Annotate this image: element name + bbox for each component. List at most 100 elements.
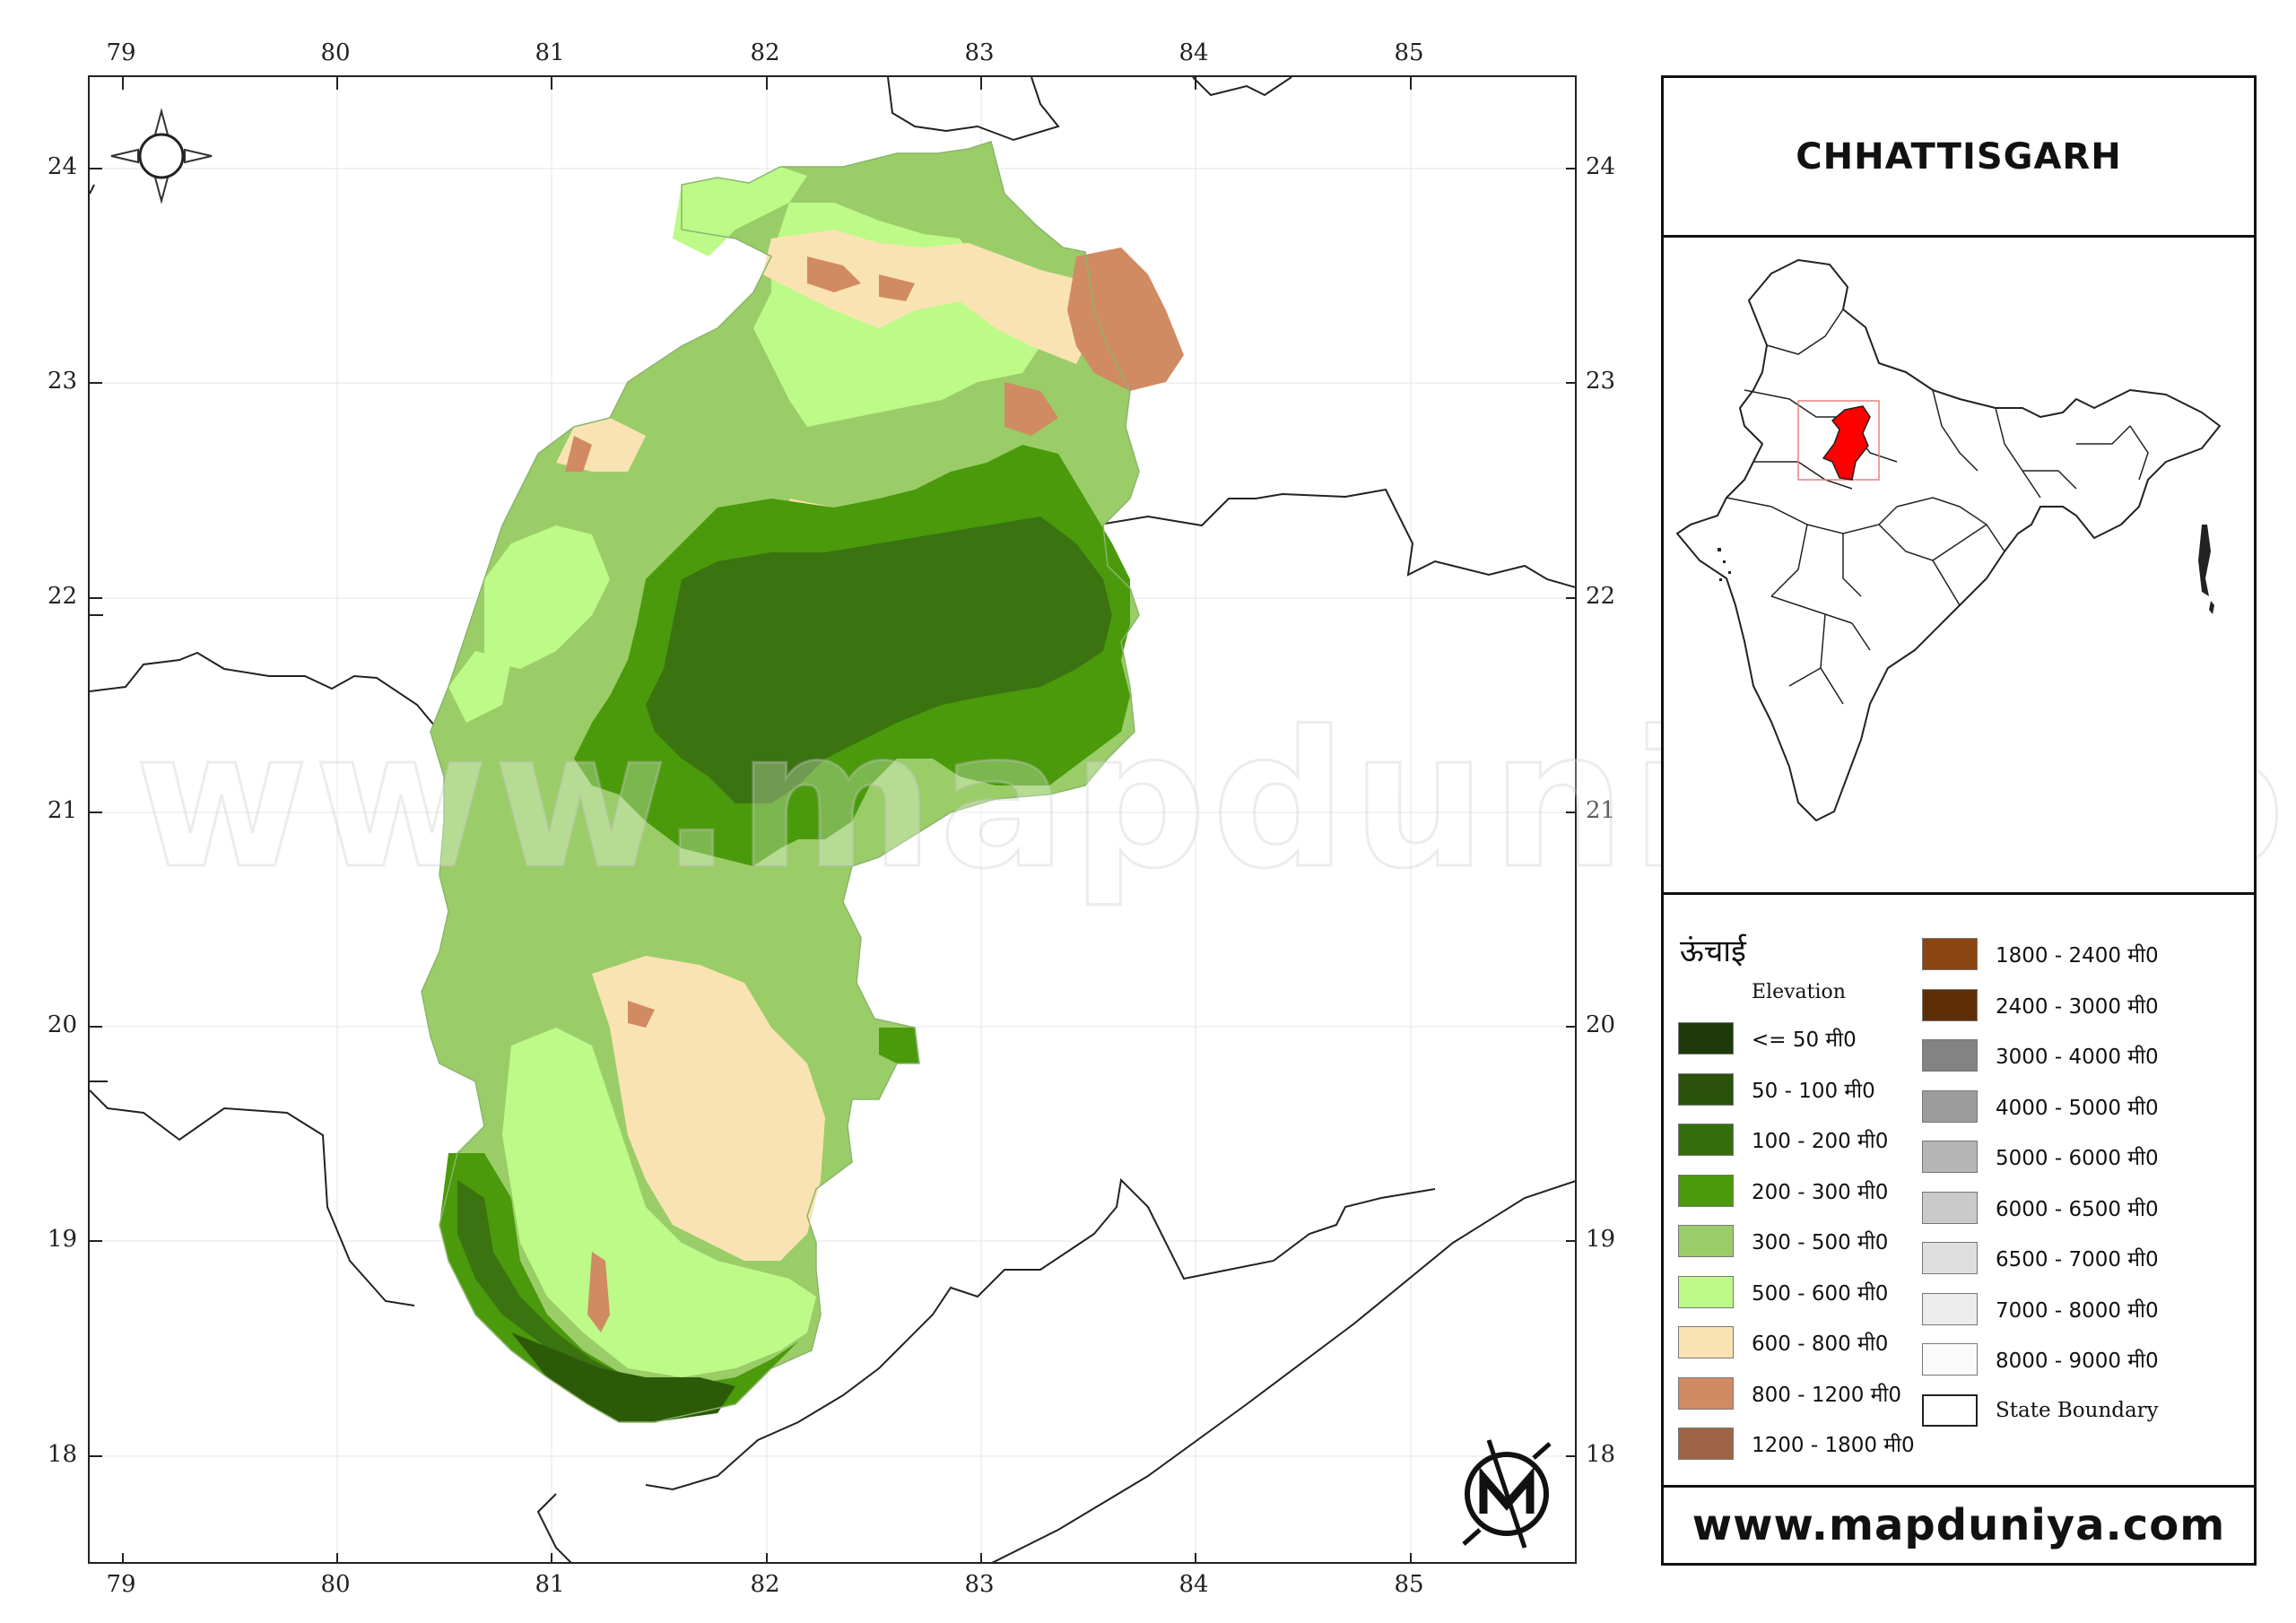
legend-item: 5000 - 6000 मी0 [1922,1139,2159,1175]
latitude-tick-right-20: 20 [1586,1011,1616,1038]
longitude-tick-bottom-84: 84 [1178,1571,1209,1598]
latitude-tick-right-21: 21 [1586,797,1616,824]
elevation-map-svg [90,77,1575,1562]
legend-item: 800 - 1200 मी0 [1678,1376,1901,1411]
legend-label: 2400 - 3000 मी0 [1996,994,2159,1019]
longitude-tick-bottom-85: 85 [1394,1571,1424,1598]
legend-label: State Boundary [1996,1398,2159,1422]
legend-item: 2400 - 3000 मी0 [1922,987,2159,1023]
longitude-tick-top-80: 80 [320,39,351,66]
legend-label: 600 - 800 मी0 [1752,1332,1889,1356]
legend-item: 300 - 500 मी0 [1678,1223,1888,1259]
legend-item: State Boundary [1922,1393,2159,1428]
boundary-mp-north [90,651,467,733]
band-600-800m-south [592,956,825,1261]
legend-item: <= 50 मी0 [1678,1020,1857,1056]
legend-label: 6000 - 6500 मी0 [1996,1197,2159,1221]
legend-swatch [1922,1039,1978,1072]
legend-swatch [1922,1242,1978,1274]
legend-label: 200 - 300 मी0 [1752,1180,1889,1204]
legend-label: 800 - 1200 मी0 [1752,1383,1902,1407]
latitude-tick-right-18: 18 [1586,1441,1616,1468]
latitude-tick-right-23: 23 [1586,368,1616,395]
legend-swatch [1922,1292,1978,1325]
legend-swatch [1678,1275,1734,1308]
band-100-200m-south [457,1180,664,1404]
legend-swatch [1678,1326,1734,1358]
band-100-200m-central [646,516,1112,803]
longitude-tick-top-84: 84 [1178,39,1209,66]
legend-item: 1800 - 2400 मी0 [1922,936,2159,972]
legend-item: 50 - 100 मी0 [1678,1072,1875,1107]
latitude-tick-left-20: 20 [47,1011,77,1038]
legend-swatch [1678,1225,1734,1257]
india-outline [1676,259,2221,821]
legend-label: 1200 - 1800 मी0 [1752,1434,1915,1457]
legend-item: 500 - 600 मी0 [1678,1274,1888,1310]
main-map [88,75,1577,1564]
legend-item: 600 - 800 मी0 [1678,1324,1888,1360]
longitude-tick-top-79: 79 [106,39,136,66]
chhattisgarh-highlight [1822,405,1871,481]
legend-swatch [1922,1191,1978,1224]
longitude-tick-top-85: 85 [1394,39,1424,66]
legend-swatch [1678,1174,1734,1207]
latitude-tick-left-23: 23 [47,368,77,395]
band-500-600m-north [448,167,1040,794]
latitude-tick-right-22: 22 [1586,583,1616,610]
north-arrow-compass-icon [110,108,213,204]
legend-title: ऊंचाई [1680,933,1746,969]
latitude-tick-left-22: 22 [47,583,77,610]
state-outline [421,141,1140,1423]
legend-swatch [1678,1376,1734,1410]
legend-swatch [1678,1072,1734,1106]
legend-swatch [1922,938,1978,970]
legend-item: 100 - 200 मी0 [1678,1122,1888,1158]
boundary-up-north [887,77,1060,142]
longitude-tick-top-83: 83 [964,39,995,66]
legend-label: 6500 - 7000 मी0 [1996,1248,2159,1271]
legend-label: 7000 - 8000 मी0 [1996,1298,2159,1323]
legend-swatch [1922,1393,1978,1427]
legend-swatch [1922,1343,1978,1376]
boundary-edge-marks [90,184,103,616]
band-800-1200m-south [587,1001,655,1332]
boundary-jharkhand-odisha [1004,484,1575,588]
legend-label: 100 - 200 मी0 [1752,1130,1889,1153]
longitude-tick-bottom-79: 79 [106,1571,136,1598]
legend-item: 4000 - 5000 मी0 [1922,1089,2159,1124]
legend-item: 8000 - 9000 मी0 [1922,1341,2159,1377]
legend-item: 7000 - 8000 मी0 [1922,1291,2159,1327]
footer-panel: www.mapduniya.com [1661,1485,2257,1566]
legend-swatch [1922,1089,1978,1123]
longitude-tick-bottom-82: 82 [750,1571,780,1598]
legend-item: 200 - 300 मी0 [1678,1173,1888,1209]
title-panel: CHHATTISGARH [1661,75,2257,238]
legend-item: 1200 - 1800 मी0 [1678,1426,1915,1462]
latitude-tick-left-18: 18 [47,1441,77,1468]
latitude-tick-right-24: 24 [1586,153,1616,180]
legend-label: 50 - 100 मी0 [1752,1079,1875,1103]
legend-label: 5000 - 6000 मी0 [1996,1147,2159,1170]
legend-swatch [1922,988,1978,1021]
legend-swatch [1678,1022,1734,1055]
legend-label: 3000 - 4000 मी0 [1996,1046,2159,1069]
legend-item: 6000 - 6500 मी0 [1922,1190,2159,1226]
longitude-tick-bottom-81: 81 [535,1571,565,1598]
legend-swatch [1678,1124,1734,1156]
legend-label: 8000 - 9000 मी0 [1996,1350,2159,1373]
legend-label: <= 50 मी0 [1752,1028,1857,1052]
boundary-bihar [1192,77,1292,97]
latitude-tick-right-19: 19 [1586,1226,1616,1253]
chhattisgarh-elevation [421,141,1184,1423]
band-500-600m-south [502,1028,816,1377]
longitude-tick-bottom-83: 83 [964,1571,995,1598]
legend-panel: ऊंचाई Elevation <= 50 मी0 50 - 100 मी0 100… [1661,892,2257,1488]
band-50-100m-south [511,1332,735,1422]
island-groups [1718,525,2214,614]
legend-swatch [1678,1428,1734,1460]
legend-subtitle: Elevation [1752,981,1846,1003]
neighbouring-state-boundaries [90,77,1575,1562]
map-title: CHHATTISGARH [1796,135,2122,178]
inset-extent-box [1797,400,1880,481]
